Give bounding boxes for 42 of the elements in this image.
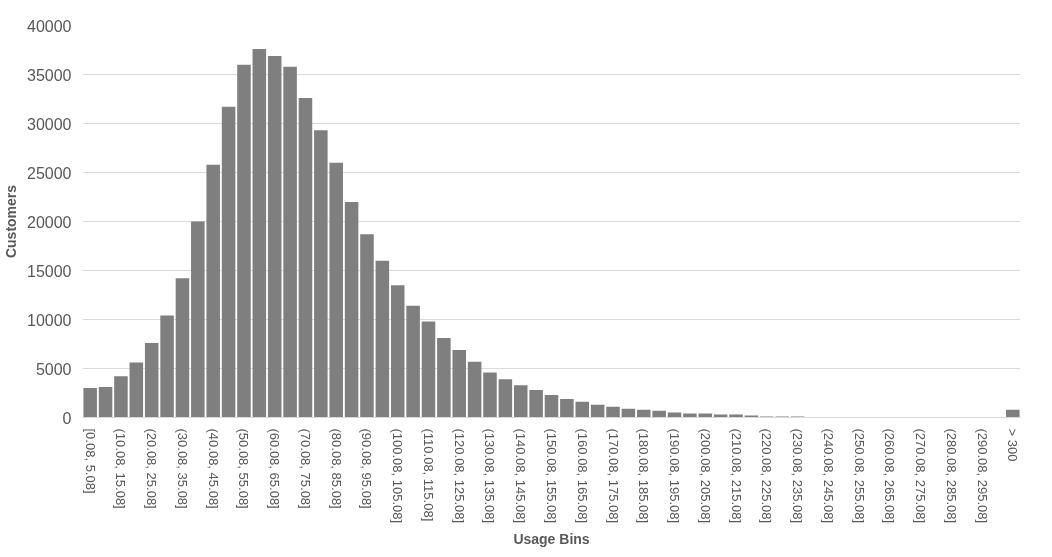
x-tick-label: (230.08, 235.08] [790,428,806,524]
x-tick-label: (50.08, 55.08] [236,428,252,509]
x-tick-label: (150.08, 155.08] [544,428,559,524]
x-tick-label: (20.08, 25.08] [144,428,160,509]
x-tick-label: (140.08, 145.08] [513,428,529,524]
x-tick-label: (90.08, 95.08] [359,428,375,509]
x-tick-label: (270.08, 275.08] [913,428,929,524]
x-tick-label: (160.08, 165.08] [574,428,590,524]
x-tick-label: (190.08, 195.08] [667,428,683,524]
x-tick-label: (100.08, 105.08] [390,428,406,524]
y-tick-label: 10000 [27,311,72,329]
x-tick-label: (110.08, 115.08] [420,428,436,522]
y-tick-label: 35000 [27,66,72,84]
x-tick-label: (10.08, 15.08] [113,428,129,509]
x-tick-label: (180.08, 185.08] [636,428,652,524]
x-tick-label: (40.08, 45.08] [205,428,221,509]
x-tick-label: (290.08, 295.08] [974,428,990,524]
y-tick-label: 20000 [27,213,72,231]
y-tick-label: 15000 [27,262,72,280]
x-axis-title: Usage Bins [513,531,590,548]
x-tick-label: (210.08, 215.08] [728,428,744,524]
x-tick-label: (120.08, 125.08] [451,428,467,524]
y-tick-label: 25000 [27,164,72,182]
y-tick-label: 40000 [27,17,72,35]
x-tick-label: (220.08, 225.08] [759,428,775,524]
x-tick-label: (250.08, 255.08] [851,428,867,524]
y-tick-label: 5000 [35,360,72,378]
x-tick-label: (260.08, 265.08] [882,428,898,524]
x-tick-label: [0.08, 5.08] [82,428,98,494]
x-tick-label: (70.08, 75.08] [297,428,313,509]
x-tick-label: (60.08, 65.08] [267,428,283,509]
y-tick-label: 0 [62,409,72,427]
x-tick-label: > 300 [1005,428,1021,462]
x-tick-label: (80.08, 85.08] [328,428,344,509]
y-tick-label: 30000 [27,115,72,133]
x-tick-label: (170.08, 175.08] [605,428,621,524]
y-axis-title: Customers [3,184,20,259]
x-tick-label: (200.08, 205.08] [697,428,713,524]
x-tick-label: (130.08, 135.08] [482,428,498,524]
x-tick-label: (240.08, 245.08] [820,428,836,524]
x-tick-label: (280.08, 285.08] [943,428,959,524]
x-tick-label: (30.08, 35.08] [174,428,190,509]
